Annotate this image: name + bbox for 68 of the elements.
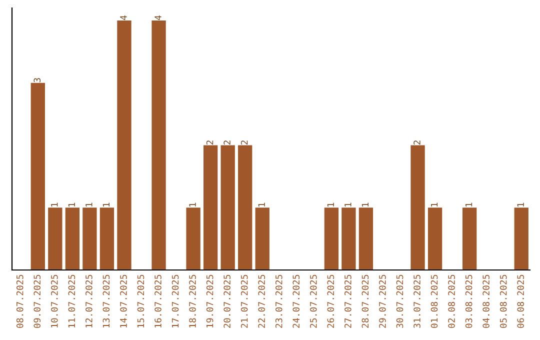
bar	[117, 20, 132, 270]
data-label: 1	[51, 202, 58, 207]
x-tick-label: 23.07.2025	[275, 274, 282, 328]
x-tick-label: 14.07.2025	[120, 274, 127, 328]
x-tick-label: 25.07.2025	[310, 274, 317, 328]
data-label: 4	[120, 15, 127, 20]
x-tick-label: 15.07.2025	[137, 274, 144, 328]
x-tick-label: 06.08.2025	[517, 274, 524, 328]
x-tick-label: 27.07.2025	[344, 274, 352, 328]
x-tick-label: 05.08.2025	[500, 274, 507, 328]
x-tick-label: 04.08.2025	[482, 274, 490, 328]
data-label: 1	[517, 202, 524, 207]
bar	[514, 208, 528, 270]
data-label: 4	[154, 15, 162, 20]
bar	[255, 208, 270, 270]
bar	[324, 208, 339, 270]
data-label: 2	[240, 140, 248, 145]
data-label: 1	[362, 202, 368, 207]
data-label: 1	[86, 202, 92, 207]
x-tick-label: 13.07.2025	[102, 274, 110, 328]
x-tick-label: 10.07.2025	[50, 274, 58, 328]
data-label: 3	[34, 78, 41, 82]
x-tick-label: 30.07.2025	[396, 274, 404, 328]
x-tick-label: 21.07.2025	[240, 274, 248, 328]
data-label: 1	[102, 202, 110, 207]
bar	[238, 145, 252, 270]
x-tick-label: 02.08.2025	[448, 274, 455, 328]
x-tick-label: 29.07.2025	[379, 274, 386, 328]
data-label: 1	[344, 202, 352, 207]
data-label: 2	[224, 140, 230, 145]
x-tick-label: 08.07.2025	[16, 274, 24, 328]
bar	[220, 145, 235, 270]
x-tick-label: 18.07.2025	[189, 274, 196, 328]
bar	[100, 208, 114, 270]
bar	[342, 208, 356, 270]
bar	[462, 208, 477, 270]
x-tick-label: 28.07.2025	[362, 274, 369, 328]
bar	[82, 208, 97, 270]
bar	[410, 145, 425, 270]
data-label: 1	[68, 202, 75, 207]
data-label: 1	[189, 202, 196, 207]
bar	[152, 20, 166, 270]
x-tick-label: 16.07.2025	[154, 274, 162, 328]
data-label: 2	[206, 140, 214, 145]
x-tick-label: 17.07.2025	[172, 274, 179, 328]
bar	[186, 208, 200, 270]
x-tick-label: 11.07.2025	[68, 274, 76, 328]
bar	[358, 208, 374, 270]
x-tick-label: 26.07.2025	[327, 274, 334, 328]
x-tick-label: 20.07.2025	[224, 274, 230, 328]
bar	[65, 208, 80, 270]
x-tick-label: 31.07.2025	[414, 274, 420, 328]
x-tick-label: 19.07.2025	[206, 274, 214, 328]
x-tick-label: 03.08.2025	[465, 274, 472, 328]
data-label: 2	[414, 140, 420, 145]
x-tick-label: 09.07.2025	[34, 274, 41, 328]
bar	[203, 145, 218, 270]
bar	[48, 208, 62, 270]
x-tick-label: 22.07.2025	[258, 274, 266, 328]
bar	[428, 208, 442, 270]
x-tick-label: 12.07.2025	[86, 274, 92, 328]
data-label: 1	[327, 202, 334, 207]
x-tick-label: 01.08.2025	[430, 274, 438, 328]
data-label: 1	[466, 202, 472, 207]
data-label: 1	[258, 202, 265, 207]
bar	[30, 82, 45, 270]
x-tick-label: 24.07.2025	[292, 274, 300, 328]
data-label: 1	[430, 202, 438, 207]
